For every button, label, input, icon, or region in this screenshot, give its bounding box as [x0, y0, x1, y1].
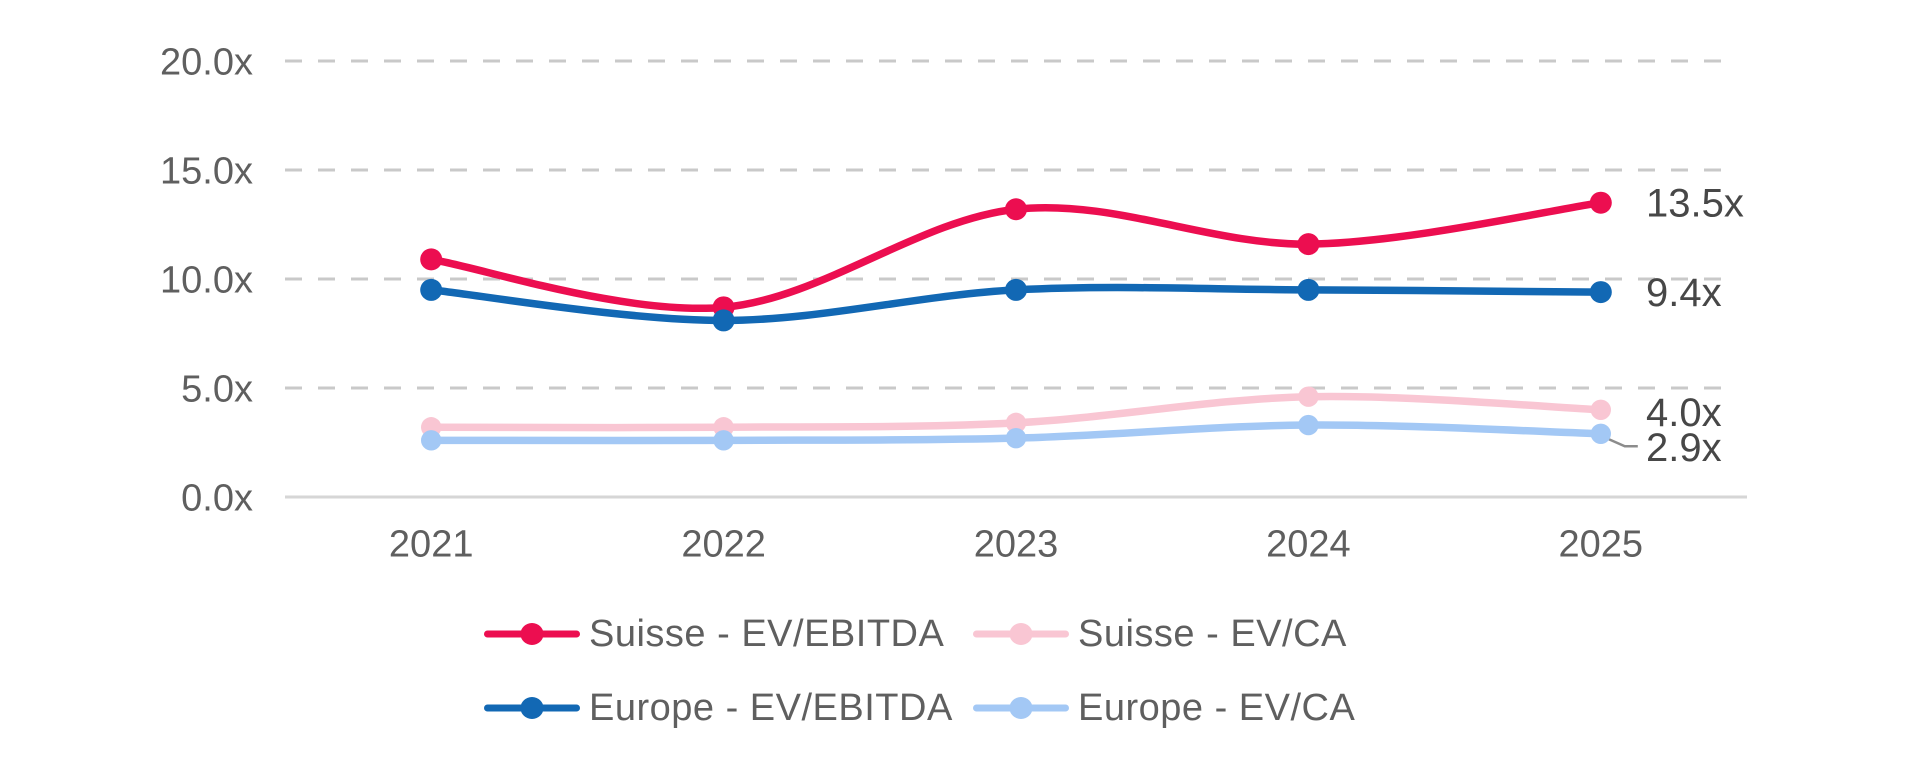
data-point [1297, 233, 1320, 256]
data-point [420, 248, 443, 271]
data-point [1005, 427, 1027, 449]
x-tick-label: 2025 [1559, 523, 1644, 565]
y-tick-label: 20.0x [160, 41, 253, 83]
leader-line [1607, 437, 1638, 448]
end-label: 13.5x [1646, 182, 1744, 226]
end-label: 2.9x [1646, 426, 1722, 470]
data-point [1005, 412, 1027, 434]
data-point [1005, 278, 1027, 301]
data-point [1590, 423, 1612, 444]
x-tick-label: 2023 [974, 523, 1059, 565]
data-point [713, 430, 734, 451]
y-tick-label: 0.0x [181, 477, 253, 519]
y-tick-label: 5.0x [181, 368, 253, 410]
data-point [421, 430, 442, 451]
x-tick-label: 2021 [389, 523, 474, 565]
y-tick-label: 15.0x [160, 150, 253, 192]
data-point [1005, 198, 1027, 221]
data-point [1297, 278, 1320, 301]
data-point [712, 309, 735, 332]
data-point [1589, 191, 1612, 214]
data-point [1590, 399, 1612, 420]
data-point [1298, 386, 1319, 407]
y-tick-label: 10.0x [160, 259, 253, 301]
x-tick-label: 2024 [1266, 523, 1351, 565]
data-point [420, 278, 443, 301]
x-tick-label: 2022 [681, 523, 766, 565]
end-label: 4.0x [1646, 391, 1722, 435]
end-label: 9.4x [1646, 271, 1722, 315]
data-point [1298, 414, 1319, 436]
data-point [1589, 281, 1612, 304]
